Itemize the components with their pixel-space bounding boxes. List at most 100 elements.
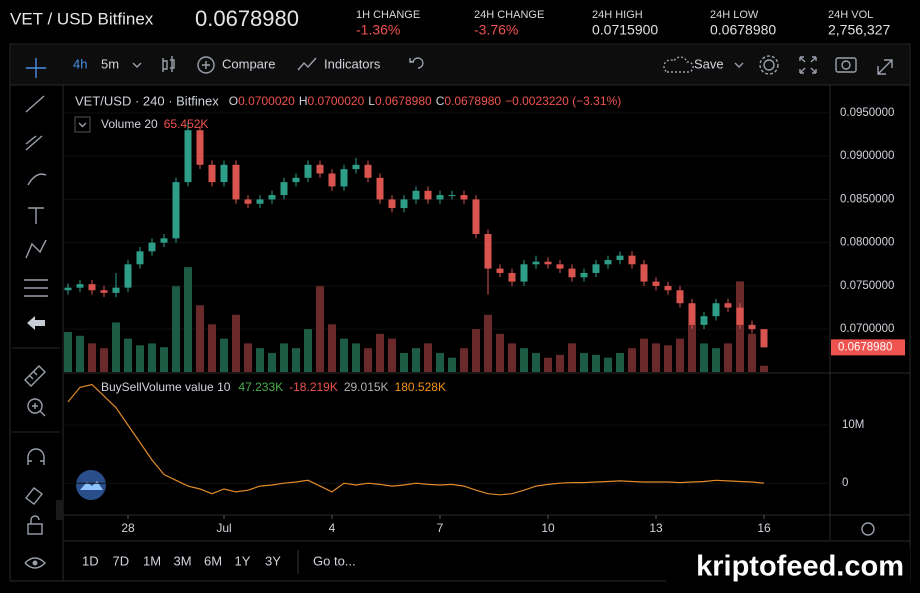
volume-bar: [436, 352, 444, 372]
range-button[interactable]: 3M: [174, 553, 192, 568]
y-tick-label: 0.0900000: [840, 150, 894, 162]
cloud-icon[interactable]: [663, 56, 694, 73]
zoom-tool[interactable]: [27, 398, 43, 414]
compare-icon: [202, 61, 210, 69]
indicator-readout: 180.528K: [395, 380, 446, 394]
volume-bar: [508, 343, 516, 372]
y-tick-label: 10M: [842, 419, 864, 431]
popout-icon[interactable]: [877, 59, 893, 75]
volume-bar: [376, 333, 384, 372]
drawing-tools[interactable]: [24, 95, 48, 297]
stat-value: 2,756,327: [828, 22, 890, 38]
compare[interactable]: Compare: [222, 56, 275, 71]
volume-bar: [364, 348, 372, 372]
chart-type-icon[interactable]: [162, 56, 175, 72]
indicators[interactable]: Indicators: [324, 56, 381, 71]
candle-body: [592, 264, 600, 273]
lock-tool[interactable]: [27, 523, 43, 535]
crosshair-icon[interactable]: [26, 58, 46, 78]
indicators-icon[interactable]: [297, 57, 317, 71]
volume-bar: [388, 338, 396, 372]
settings-icon[interactable]: [763, 59, 775, 71]
pair: VET / USD Bitfinex: [10, 9, 154, 28]
candle-body: [148, 242, 156, 252]
candle-body: [304, 164, 312, 178]
undo-icon[interactable]: [409, 57, 424, 69]
candle-body: [472, 199, 480, 235]
stat-value: -3.76%: [474, 22, 518, 38]
interval[interactable]: 4h: [73, 56, 87, 71]
volume-bar: [676, 338, 684, 372]
volume-bar: [316, 286, 324, 372]
range-button[interactable]: 1D: [82, 553, 99, 568]
range-button[interactable]: 6M: [204, 553, 222, 568]
candle-body: [580, 272, 588, 278]
logo[interactable]: [76, 470, 106, 500]
volume-bar: [88, 343, 96, 372]
indicator-readout: 47.233K: [238, 380, 283, 394]
candle-body: [64, 287, 72, 291]
range-button[interactable]: 7D: [113, 553, 130, 568]
candle-body: [244, 199, 252, 204]
volume-bar: [100, 348, 108, 372]
dropdown-icon[interactable]: [734, 62, 744, 68]
volume-bar: [292, 348, 300, 372]
candle-body: [736, 307, 744, 325]
indicator-readout: 29.015K: [344, 380, 389, 394]
volume-bar: [520, 348, 528, 372]
price: 0.0678980: [195, 6, 299, 31]
interval[interactable]: 5m: [101, 56, 119, 71]
dropdown-icon[interactable]: [132, 62, 142, 68]
volume-bar: [208, 324, 216, 372]
range-button[interactable]: 3Y: [265, 553, 281, 568]
volume-bar: [148, 343, 156, 372]
fullscreen-icon[interactable]: [799, 56, 817, 74]
ohlc-value: 0.0700020: [238, 94, 295, 108]
volume-bar: [160, 347, 168, 372]
lock-draw-tool[interactable]: [25, 487, 43, 505]
stat-label: 24H HIGH: [592, 9, 643, 21]
volume-bar: [748, 333, 756, 372]
candle-body: [652, 281, 660, 286]
candle-body: [208, 164, 216, 183]
save[interactable]: Save: [694, 56, 724, 71]
ohlc-key: C: [436, 94, 445, 108]
snapshot-icon[interactable]: [835, 57, 857, 73]
plot: 0.0950000 0.0900000 0.0850000 0.0800000 0.07…: [64, 107, 905, 535]
visibility-tool[interactable]: [24, 557, 46, 569]
goto[interactable]: Go to...: [313, 553, 356, 568]
range-button[interactable]: 1Y: [235, 553, 251, 568]
y-tick-label: 0.0800000: [840, 237, 894, 249]
ruler-tool[interactable]: [24, 365, 46, 387]
magnet-tool[interactable]: [27, 448, 45, 465]
candle-body: [352, 164, 360, 170]
volume-bar: [640, 338, 648, 372]
candle-body: [640, 264, 648, 282]
toolbar: [11, 45, 909, 85]
last-price-box: [831, 339, 905, 356]
zoom-tool: [32, 403, 46, 417]
collapse-button[interactable]: [74, 116, 91, 133]
candle-body: [532, 261, 540, 265]
buy-sell-line: [67, 383, 765, 496]
volume-bar: [664, 345, 672, 372]
candle-body: [388, 199, 396, 209]
candle-body: [196, 130, 204, 165]
volume-bar: [652, 343, 660, 372]
candle-body: [700, 316, 708, 325]
compare-icon[interactable]: [197, 56, 215, 74]
candle-body: [160, 238, 168, 243]
panel: [9, 43, 911, 582]
axis-settings[interactable]: [861, 522, 875, 536]
candle-body: [484, 234, 492, 269]
legend-title: VET/USD · 240 · Bitfinex: [75, 93, 219, 108]
volume-bar: [304, 329, 312, 372]
candle-body: [556, 264, 564, 269]
back-tool[interactable]: [27, 316, 45, 330]
volume-bar: [220, 338, 228, 372]
range-button[interactable]: 1M: [143, 553, 161, 568]
stat-label: 24H LOW: [710, 9, 759, 21]
collapse-handle[interactable]: [56, 500, 63, 520]
candle-body: [76, 284, 84, 288]
ohlc-value: 0.0678980: [444, 94, 501, 108]
